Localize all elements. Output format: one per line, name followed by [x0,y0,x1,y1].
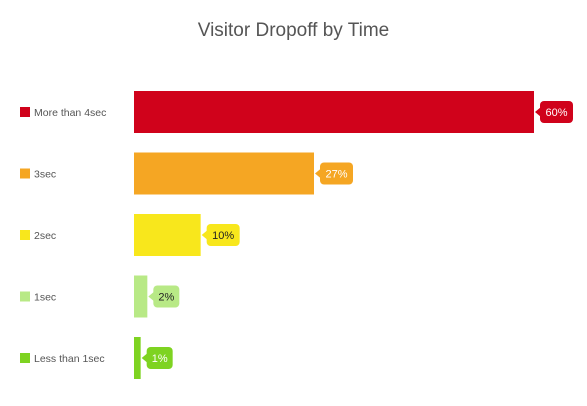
value-callout [153,285,180,308]
value-callout-pointer [535,107,541,117]
category-label: 2sec [34,230,56,242]
bar [134,214,201,256]
value-label: 10% [212,230,234,242]
legend-swatch [20,230,30,240]
value-callout [146,347,173,369]
value-label: 2% [158,292,174,304]
category-label: 3sec [34,169,56,181]
value-callout-pointer [148,291,155,302]
bar [134,152,314,195]
value-callout [320,162,353,185]
value-callout-pointer [201,230,208,240]
value-label: 60% [545,107,567,119]
legend-swatch [20,291,30,302]
bar [134,91,534,133]
value-callout [206,224,240,246]
value-callout-pointer [315,168,321,179]
legend-swatch [20,353,30,363]
category-label: More than 4sec [34,107,106,119]
category-label: Less than 1sec [34,353,105,365]
value-callout-pointer [141,353,148,363]
bar [134,275,148,318]
bar [134,337,141,379]
value-callout [540,101,573,123]
chart-title: Visitor Dropoff by Time [197,20,390,41]
category-label: 1sec [34,292,56,304]
legend-swatch [20,168,30,179]
value-label: 27% [325,169,347,181]
legend-swatch [20,107,30,117]
value-label: 1% [152,353,168,365]
